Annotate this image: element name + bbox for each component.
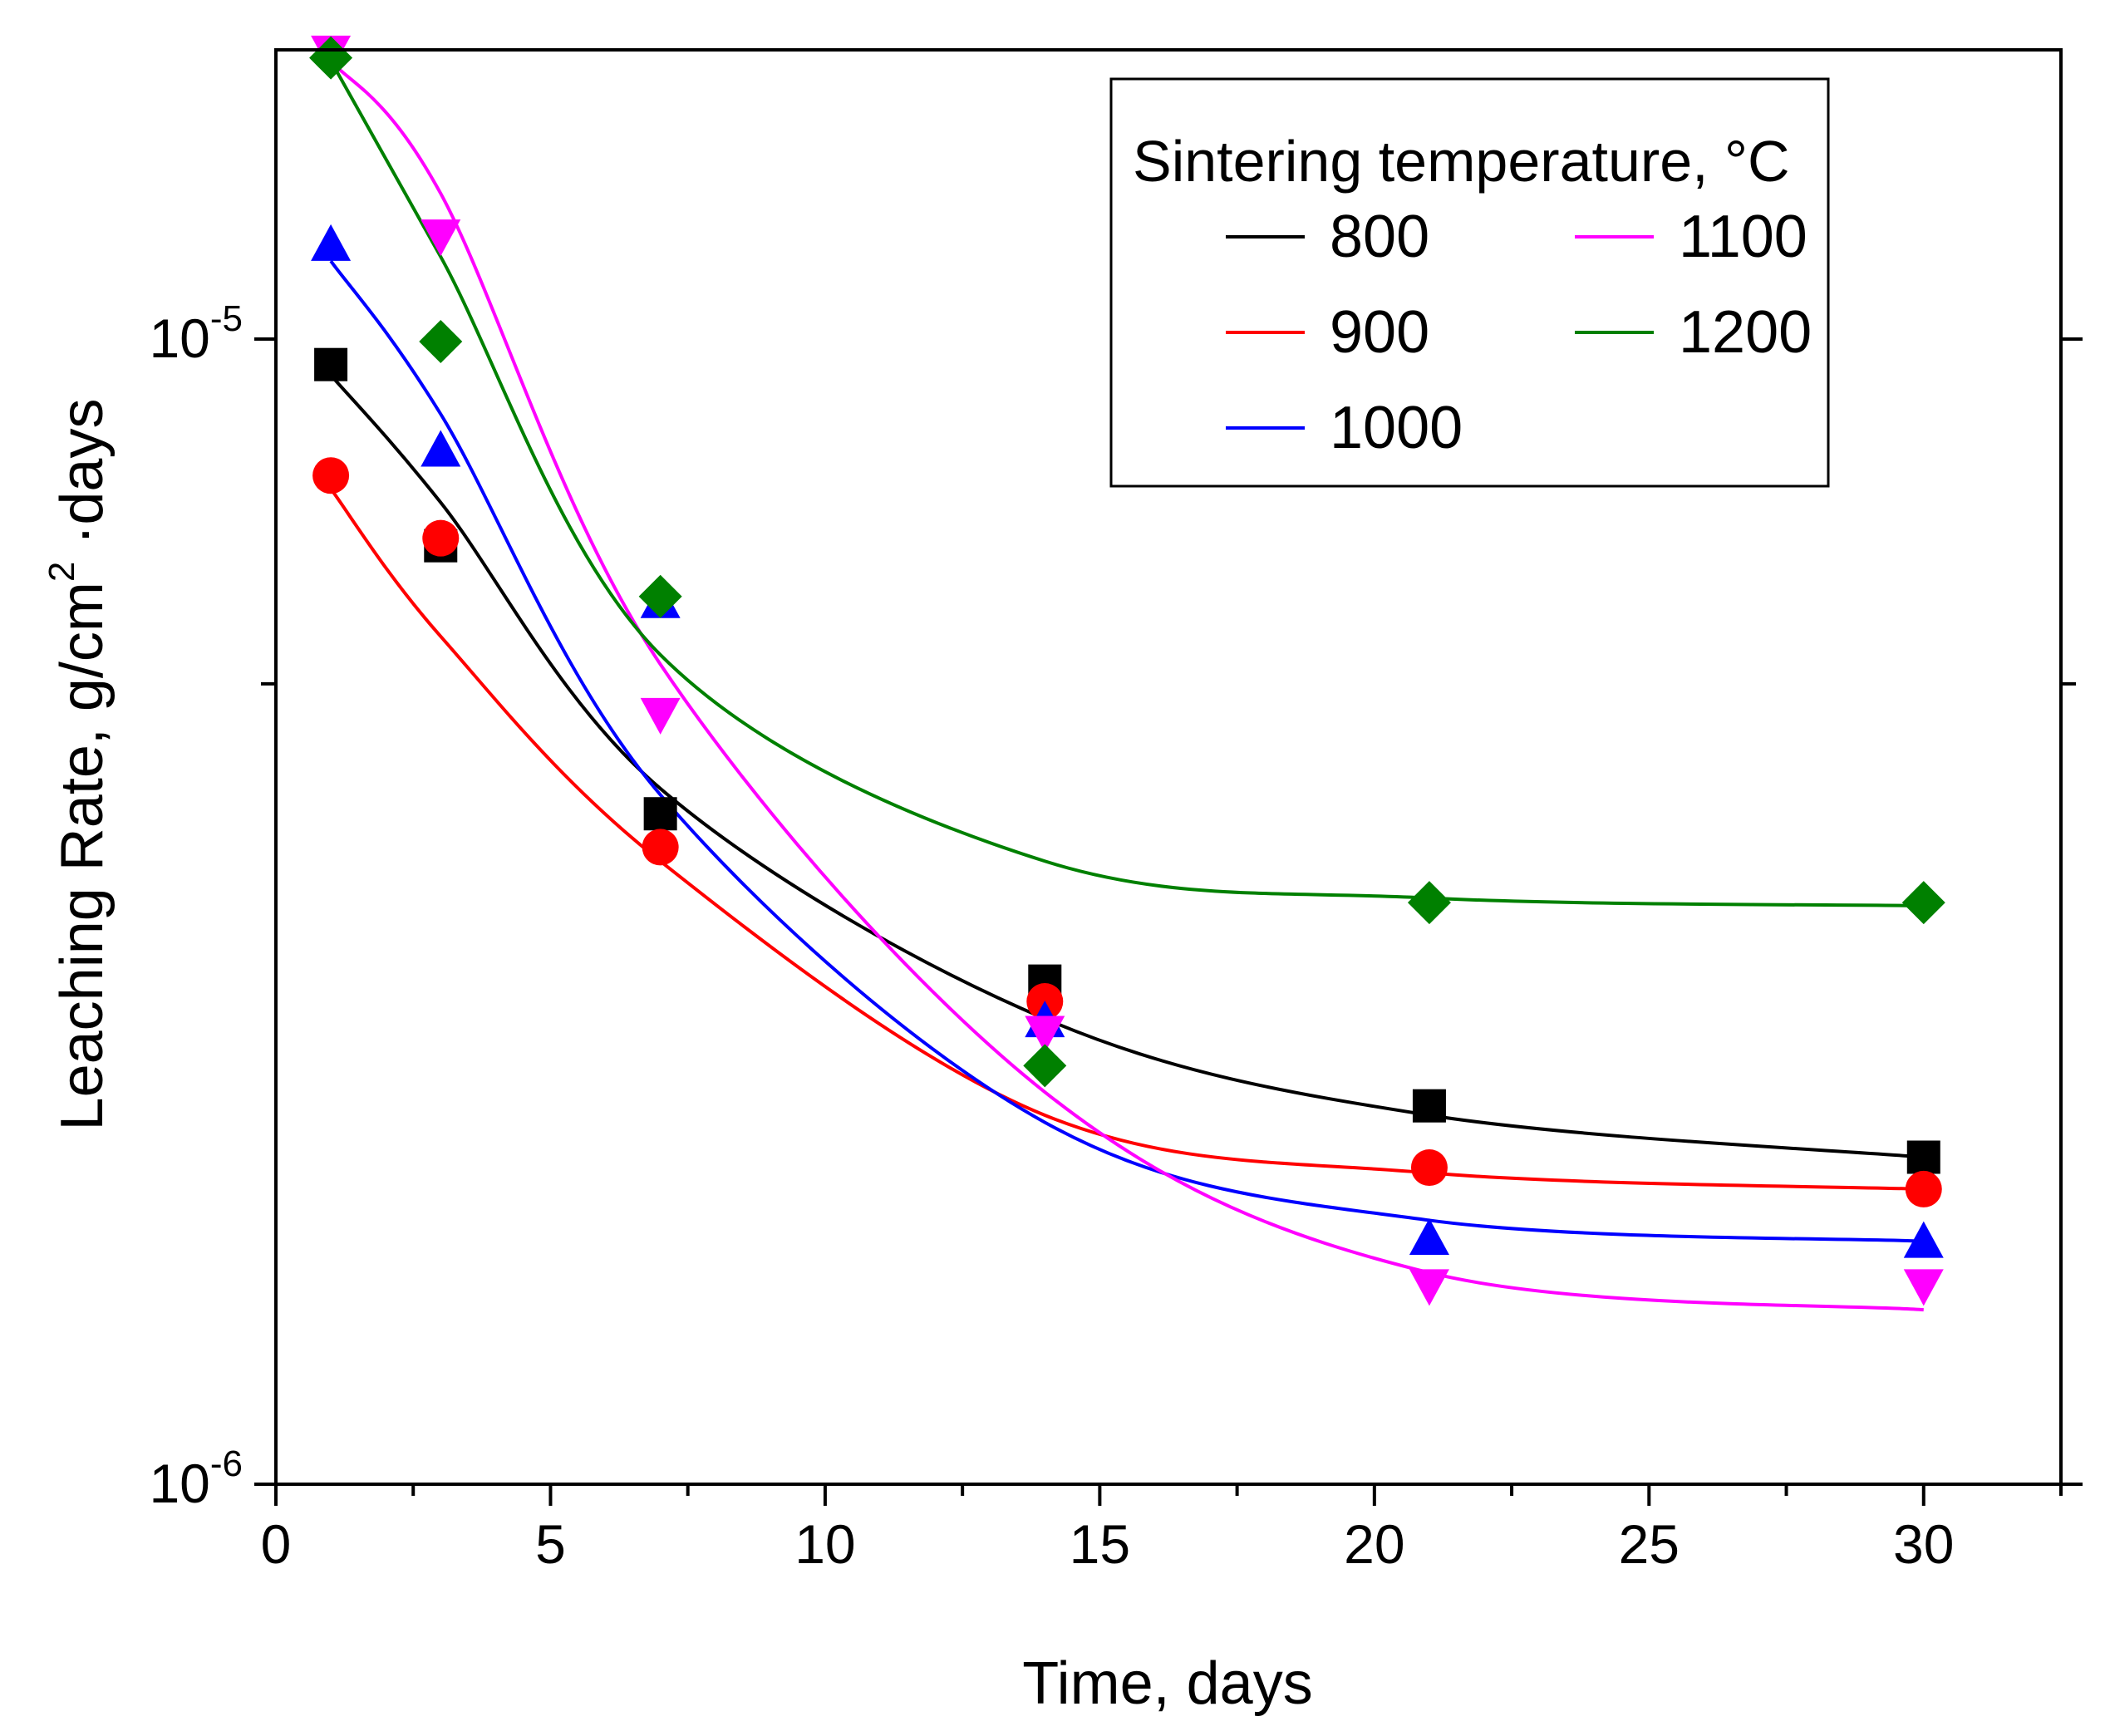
data-point-1200 [309, 36, 353, 80]
y-axis-title: Leaching Rate, g/cm2 ·days [42, 399, 116, 1131]
legend-title: Sintering temperature, °C [1133, 129, 1790, 194]
data-point-900 [1410, 1149, 1448, 1187]
data-point-1100 [1903, 1269, 1944, 1306]
legend-box [1109, 77, 1830, 488]
fit-line-1200 [329, 60, 1924, 907]
legend-label-900: 900 [1330, 299, 1429, 366]
y-tick-labels: 10-5 10-6 [149, 298, 243, 1514]
fit-line-1100 [329, 59, 1924, 1312]
fit-curves [329, 59, 1924, 1312]
legend-label-1000: 1000 [1330, 395, 1463, 461]
data-point-1200 [638, 574, 682, 618]
legend-label-1200: 1200 [1679, 299, 1812, 366]
y-tick-label: 10-5 [149, 298, 243, 369]
legend: Sintering temperature, °C 800 900 1000 1100… [1109, 77, 1830, 488]
data-point-900 [642, 829, 679, 866]
data-point-800 [314, 347, 348, 381]
data-point-800 [1412, 1089, 1446, 1123]
data-point-800 [643, 797, 677, 831]
data-point-1000 [1409, 1217, 1449, 1255]
data-point-1100 [1025, 1016, 1065, 1053]
data-point-900 [422, 519, 460, 557]
data-point-800 [1906, 1140, 1940, 1174]
data-point-1000 [311, 224, 352, 261]
fit-line-800 [329, 374, 1924, 1159]
x-tick-labels: 0 5 10 15 20 25 30 [261, 1513, 1955, 1575]
data-point-1100 [421, 219, 461, 257]
data-point-1000 [1903, 1221, 1944, 1258]
axis-ticks [254, 337, 2083, 1506]
data-point-900 [1905, 1170, 1942, 1207]
x-tick-label: 15 [1070, 1513, 1130, 1575]
plot-frame [274, 48, 2063, 1486]
fit-line-1000 [329, 259, 1924, 1243]
x-tick-label: 10 [794, 1513, 855, 1575]
data-point-900 [312, 457, 350, 494]
data-point-1000 [421, 430, 461, 467]
data-point-1100 [640, 697, 681, 735]
data-point-1200 [1901, 881, 1945, 925]
legend-label-800: 800 [1330, 204, 1429, 270]
x-tick-label: 25 [1619, 1513, 1680, 1575]
data-point-1200 [419, 319, 463, 363]
data-point-1200 [1407, 881, 1451, 925]
x-axis-title: Time, days [1022, 1650, 1312, 1717]
fit-line-900 [329, 488, 1924, 1191]
y-tick-label: 10-6 [149, 1443, 243, 1514]
x-tick-label: 20 [1344, 1513, 1404, 1575]
data-point-1100 [1409, 1269, 1449, 1306]
x-tick-label: 30 [1893, 1513, 1954, 1575]
legend-items: 800 900 1000 1100 1200 [1226, 204, 1812, 461]
x-tick-label: 0 [261, 1513, 292, 1575]
legend-label-1100: 1100 [1679, 204, 1807, 270]
data-point-1200 [1023, 1044, 1067, 1088]
data-markers [309, 35, 1945, 1306]
x-tick-label: 5 [535, 1513, 566, 1575]
